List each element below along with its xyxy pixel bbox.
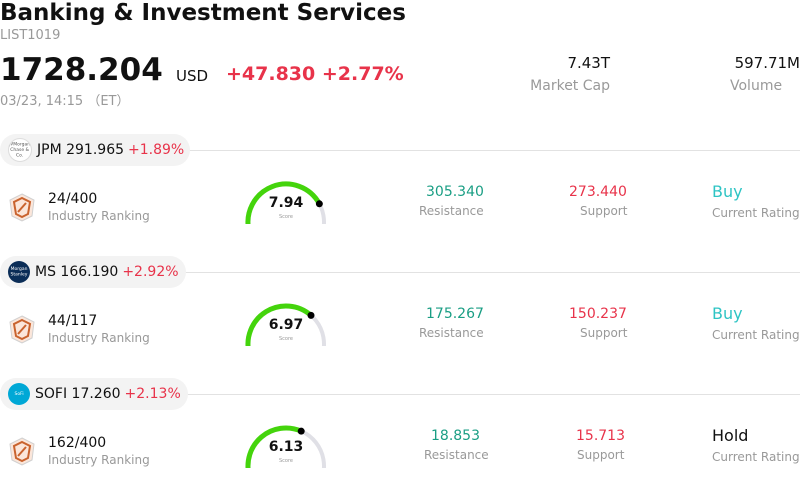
current-rating-label: Current Rating: [712, 328, 800, 342]
score-label: Score: [278, 336, 293, 342]
stock-price: 17.260: [71, 386, 121, 402]
ranking-badge-icon: [8, 436, 36, 466]
score-value: 6.13: [268, 439, 304, 455]
sofi-logo-icon: SoFi: [8, 383, 30, 405]
current-rating-value: Hold: [712, 426, 749, 445]
logo-text: Morgan Stanley: [10, 266, 28, 278]
market-cap-label: Market Cap: [530, 78, 610, 94]
support-value: 150.237: [569, 306, 627, 322]
current-rating-label: Current Rating: [712, 206, 800, 220]
gauge-fill: [245, 303, 314, 356]
industry-rank-label: Industry Ranking: [48, 453, 150, 467]
stock-chip[interactable]: JPMorgan Chase & Co. JPM 291.965 +1.89%: [0, 134, 190, 166]
row-separator: [178, 272, 800, 273]
logo-text: JPMorgan Chase & Co.: [9, 141, 31, 159]
gauge-fill: [245, 181, 322, 234]
industry-rank-value: 24/400: [48, 191, 98, 207]
currency-label: USD: [176, 67, 209, 85]
market-cap-value: 7.43T: [567, 54, 610, 72]
gauge-marker: [297, 427, 305, 435]
score-value: 6.97: [268, 317, 304, 333]
score-label: Score: [278, 214, 293, 220]
resistance-label: Resistance: [424, 448, 489, 462]
stock-change-percent: +2.92%: [122, 264, 179, 280]
stock-symbol: MS: [35, 264, 56, 280]
change-value: +47.830: [226, 63, 316, 85]
stock-change-percent: +1.89%: [128, 142, 185, 158]
ranking-badge-icon: [8, 314, 36, 344]
score-label: Score: [278, 458, 293, 464]
score-gauge: [244, 424, 328, 478]
stock-chip[interactable]: SoFi SOFI 17.260 +2.13%: [0, 378, 188, 410]
page-title: Banking & Investment Services: [0, 0, 406, 26]
stock-symbol: SOFI: [35, 386, 68, 402]
gauge-marker: [315, 200, 323, 208]
industry-rank-value: 162/400: [48, 435, 107, 451]
score-gauge: [244, 180, 328, 234]
timestamp: 03/23, 14:15 （ET）: [0, 94, 130, 109]
index-change: +47.830 +2.77%: [226, 63, 404, 85]
stock-change-percent: +2.13%: [124, 386, 181, 402]
support-label: Support: [580, 326, 628, 340]
industry-rank-label: Industry Ranking: [48, 209, 150, 223]
gauge-marker: [307, 311, 315, 319]
change-percent: +2.77%: [321, 63, 404, 85]
score-value: 7.94: [268, 195, 304, 211]
industry-rank-label: Industry Ranking: [48, 331, 150, 345]
gauge-fill: [245, 425, 304, 478]
resistance-label: Resistance: [419, 204, 484, 218]
morgan-stanley-logo-icon: Morgan Stanley: [8, 261, 30, 283]
list-code: LIST1019: [0, 28, 61, 43]
industry-rank-value: 44/117: [48, 313, 98, 329]
ranking-badge-icon: [8, 192, 36, 222]
current-rating-value: Buy: [712, 182, 743, 201]
resistance-value: 305.340: [426, 184, 484, 200]
current-rating-label: Current Rating: [712, 450, 800, 464]
volume-value: 597.71M: [734, 54, 800, 72]
logo-text: SoFi: [14, 391, 24, 397]
support-value: 15.713: [576, 428, 625, 444]
resistance-value: 18.853: [431, 428, 480, 444]
stock-chip[interactable]: Morgan Stanley MS 166.190 +2.92%: [0, 256, 186, 288]
resistance-value: 175.267: [426, 306, 484, 322]
volume-label: Volume: [730, 78, 783, 94]
support-value: 273.440: [569, 184, 627, 200]
row-separator: [182, 150, 800, 151]
support-label: Support: [577, 448, 625, 462]
stock-price: 291.965: [66, 142, 125, 158]
stock-price: 166.190: [60, 264, 119, 280]
resistance-label: Resistance: [419, 326, 484, 340]
support-label: Support: [580, 204, 628, 218]
row-separator: [180, 394, 800, 395]
current-rating-value: Buy: [712, 304, 743, 323]
jpmorgan-logo-icon: JPMorgan Chase & Co.: [8, 138, 32, 162]
index-price: 1728.204: [0, 52, 163, 88]
stock-symbol: JPM: [37, 142, 62, 158]
score-gauge: [244, 302, 328, 356]
